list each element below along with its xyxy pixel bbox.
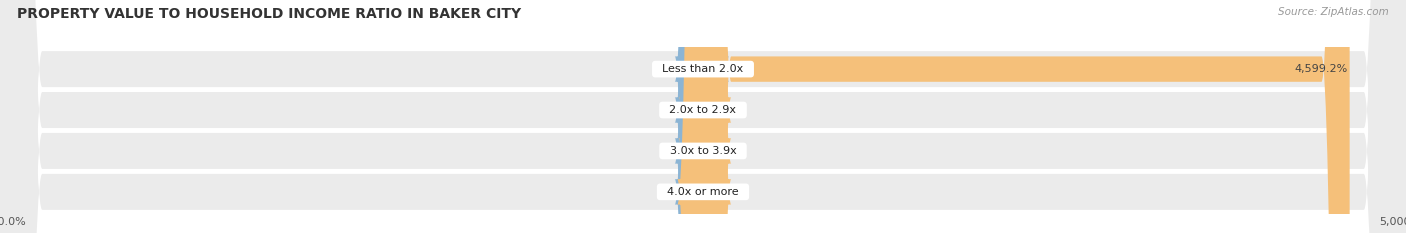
FancyBboxPatch shape bbox=[675, 0, 724, 233]
FancyBboxPatch shape bbox=[703, 0, 1350, 233]
Text: 17.8%: 17.8% bbox=[707, 187, 744, 197]
Text: 29.0%: 29.0% bbox=[709, 105, 745, 115]
Text: 2.0x to 2.9x: 2.0x to 2.9x bbox=[662, 105, 744, 115]
Text: Source: ZipAtlas.com: Source: ZipAtlas.com bbox=[1278, 7, 1389, 17]
FancyBboxPatch shape bbox=[679, 0, 731, 233]
Text: 16.4%: 16.4% bbox=[664, 64, 699, 74]
Text: 18.4%: 18.4% bbox=[662, 105, 699, 115]
Text: PROPERTY VALUE TO HOUSEHOLD INCOME RATIO IN BAKER CITY: PROPERTY VALUE TO HOUSEHOLD INCOME RATIO… bbox=[17, 7, 522, 21]
Text: 47.5%: 47.5% bbox=[659, 187, 695, 197]
FancyBboxPatch shape bbox=[675, 0, 728, 233]
FancyBboxPatch shape bbox=[678, 0, 731, 233]
Text: 26.9%: 26.9% bbox=[709, 146, 744, 156]
FancyBboxPatch shape bbox=[675, 0, 728, 233]
Text: 4,599.2%: 4,599.2% bbox=[1295, 64, 1347, 74]
FancyBboxPatch shape bbox=[675, 0, 728, 233]
FancyBboxPatch shape bbox=[679, 0, 731, 233]
Text: 3.0x to 3.9x: 3.0x to 3.9x bbox=[662, 146, 744, 156]
Text: 4.0x or more: 4.0x or more bbox=[661, 187, 745, 197]
Text: 17.0%: 17.0% bbox=[664, 146, 699, 156]
Text: Less than 2.0x: Less than 2.0x bbox=[655, 64, 751, 74]
